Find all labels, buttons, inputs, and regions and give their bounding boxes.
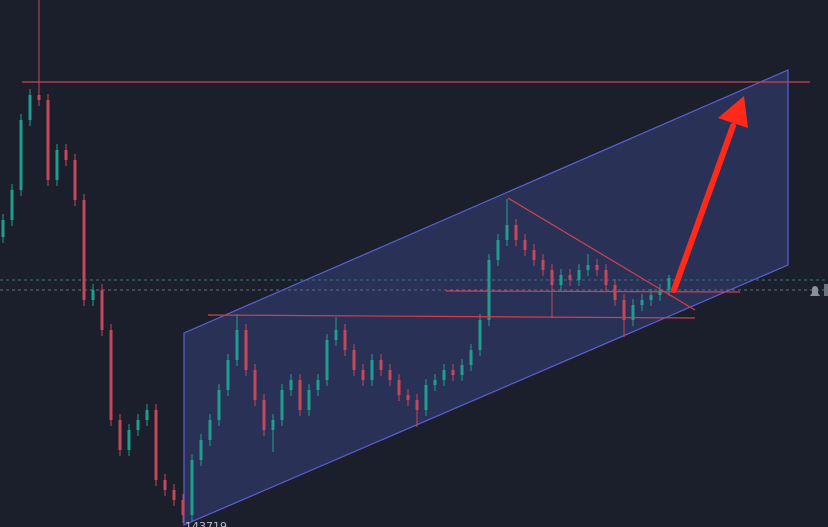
alert-icon bbox=[810, 286, 820, 296]
candle-body bbox=[352, 350, 356, 370]
candle-body bbox=[10, 190, 14, 220]
candle-body bbox=[181, 500, 185, 515]
candle-body bbox=[271, 420, 275, 430]
channel bbox=[183, 69, 789, 526]
candle-body bbox=[586, 265, 590, 270]
candle-body bbox=[325, 340, 329, 380]
candle-body bbox=[55, 150, 59, 180]
candle-body bbox=[379, 360, 383, 370]
candle-body bbox=[370, 360, 374, 380]
candle-body bbox=[613, 285, 617, 300]
candle-body bbox=[577, 270, 581, 280]
trend-line bbox=[445, 290, 741, 293]
candle-body bbox=[136, 420, 140, 430]
candle-body bbox=[334, 330, 338, 340]
candle-body bbox=[253, 370, 257, 400]
candle-body bbox=[541, 260, 545, 270]
candle-body bbox=[154, 410, 158, 480]
candle-body bbox=[28, 95, 32, 120]
candle-body bbox=[46, 100, 50, 180]
candle-body bbox=[91, 290, 95, 300]
candle-body bbox=[19, 120, 23, 190]
candle-body bbox=[199, 440, 203, 460]
candle-body bbox=[496, 240, 500, 260]
candle-body bbox=[316, 380, 320, 390]
candle-body bbox=[523, 240, 527, 250]
candle-body bbox=[226, 360, 230, 390]
candle-body bbox=[514, 225, 518, 240]
candle-body bbox=[415, 400, 419, 410]
candle-body bbox=[361, 370, 365, 380]
candle-body bbox=[658, 290, 662, 295]
candle-body bbox=[145, 410, 149, 420]
candle-body bbox=[190, 460, 194, 515]
candle-body bbox=[505, 225, 509, 240]
candle-body bbox=[397, 380, 401, 395]
candle-body bbox=[649, 295, 653, 300]
candle-body bbox=[100, 290, 104, 330]
candle-body bbox=[73, 160, 77, 200]
candle-body bbox=[217, 390, 221, 420]
candle-body bbox=[622, 300, 626, 320]
candle-body bbox=[550, 270, 554, 285]
candle-body bbox=[478, 320, 482, 350]
candle-body bbox=[244, 330, 248, 370]
candles bbox=[1, 0, 671, 523]
candle-body bbox=[118, 420, 122, 450]
candle-body bbox=[568, 275, 572, 280]
candle-body bbox=[604, 270, 608, 285]
candle-body bbox=[532, 250, 536, 260]
candle-body bbox=[406, 395, 410, 400]
candle-body bbox=[424, 385, 428, 410]
candle-body bbox=[127, 430, 131, 450]
candle-body bbox=[451, 370, 455, 375]
candle-body bbox=[469, 350, 473, 365]
candle-body bbox=[343, 330, 347, 350]
candle-body bbox=[433, 380, 437, 385]
candle-body bbox=[388, 370, 392, 380]
candle-body bbox=[82, 200, 86, 300]
price-label: 143719 bbox=[185, 520, 227, 527]
arrow bbox=[671, 123, 736, 293]
candle-body bbox=[487, 260, 491, 320]
candle-body bbox=[289, 380, 293, 390]
candle-body bbox=[595, 265, 599, 270]
candle-body bbox=[1, 220, 5, 237]
candle-body bbox=[442, 370, 446, 380]
candle-body bbox=[640, 300, 644, 305]
trend-line bbox=[207, 314, 696, 319]
candle-body bbox=[559, 275, 563, 285]
price-tag bbox=[824, 284, 828, 296]
candle-body bbox=[37, 95, 41, 100]
candle-body bbox=[235, 330, 239, 360]
candle-body bbox=[631, 305, 635, 320]
candle-body bbox=[460, 365, 464, 375]
candle-body bbox=[109, 330, 113, 420]
candle-body bbox=[64, 150, 68, 160]
candle-body bbox=[667, 278, 671, 290]
arrow-head bbox=[718, 96, 748, 128]
candle-body bbox=[280, 390, 284, 420]
candle-body bbox=[208, 420, 212, 440]
candle-body bbox=[262, 400, 266, 430]
candle-body bbox=[307, 390, 311, 410]
candle-body bbox=[163, 480, 167, 490]
candle-body bbox=[172, 490, 176, 500]
candle-body bbox=[298, 380, 302, 410]
